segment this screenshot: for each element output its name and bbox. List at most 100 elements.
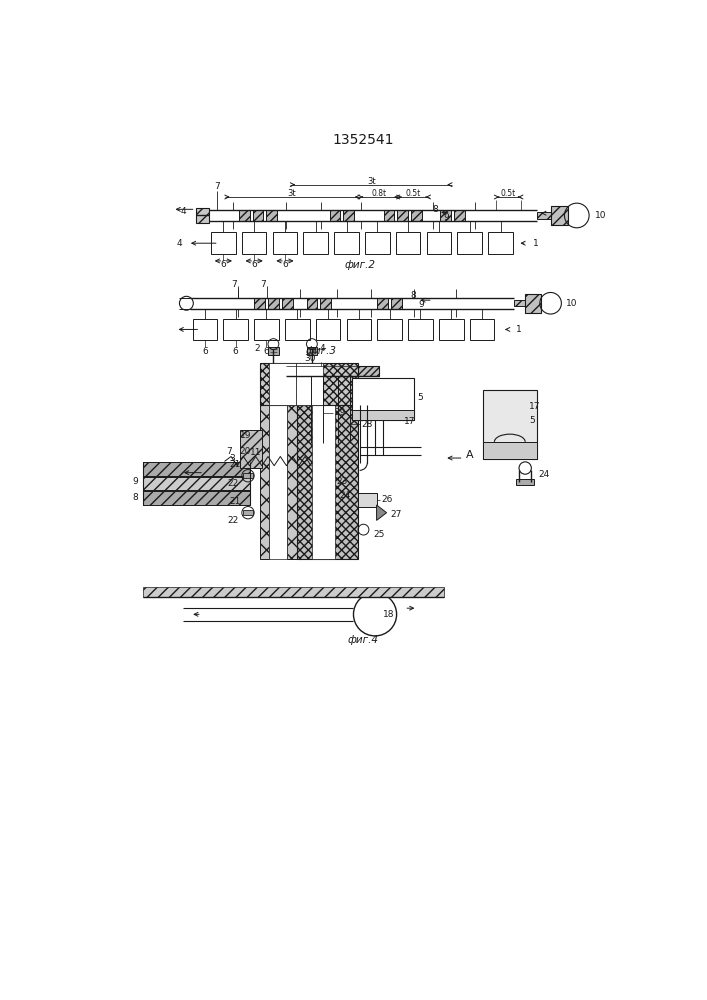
Bar	[282, 298, 293, 309]
Bar	[269, 363, 296, 405]
Bar	[483, 442, 537, 459]
Text: 17: 17	[529, 402, 541, 411]
Text: 0.5t: 0.5t	[406, 189, 421, 198]
Bar	[252, 210, 264, 221]
Text: фиг.4: фиг.4	[348, 635, 379, 645]
Bar	[344, 210, 354, 221]
Text: 3t: 3t	[367, 177, 375, 186]
Text: 9: 9	[419, 300, 424, 309]
Text: 6: 6	[282, 260, 288, 269]
Text: 23: 23	[337, 477, 348, 486]
Bar	[239, 210, 250, 221]
Bar	[426, 232, 451, 254]
Bar	[143, 477, 250, 490]
Bar	[143, 462, 250, 476]
Bar	[286, 366, 379, 376]
Bar	[254, 298, 265, 309]
Bar	[223, 319, 248, 340]
Text: 4: 4	[181, 207, 187, 216]
Text: 7: 7	[231, 280, 237, 289]
Text: 4: 4	[176, 239, 182, 248]
Bar	[516, 479, 534, 485]
Text: 1352541: 1352541	[332, 133, 394, 147]
Text: 8: 8	[132, 493, 138, 502]
Bar	[408, 319, 433, 340]
Text: 7: 7	[260, 280, 267, 289]
Bar	[378, 298, 388, 309]
Bar	[365, 232, 390, 254]
Bar	[514, 300, 525, 306]
Text: 29: 29	[334, 408, 346, 417]
Bar	[143, 587, 444, 597]
Text: 21: 21	[230, 497, 241, 506]
Text: 20: 20	[239, 447, 250, 456]
Bar	[303, 232, 328, 254]
Bar	[334, 232, 359, 254]
Bar	[192, 319, 217, 340]
Bar	[254, 319, 279, 340]
Text: 3: 3	[229, 454, 235, 463]
Bar	[268, 347, 279, 355]
Text: 22: 22	[228, 479, 239, 488]
Text: 2: 2	[254, 344, 259, 353]
Bar	[396, 232, 421, 254]
Bar	[243, 510, 253, 515]
Bar	[196, 208, 209, 223]
Bar	[455, 210, 465, 221]
Bar	[243, 473, 253, 478]
Text: 6: 6	[251, 260, 257, 269]
Bar	[211, 232, 235, 254]
Text: 6: 6	[221, 260, 226, 269]
Text: фиг.3: фиг.3	[305, 346, 337, 356]
Text: 22: 22	[228, 516, 239, 525]
Text: 6: 6	[202, 347, 208, 356]
Bar	[358, 493, 378, 507]
Bar	[307, 347, 317, 355]
Bar	[259, 405, 269, 559]
Bar	[307, 298, 317, 309]
Text: 0.5t: 0.5t	[501, 189, 516, 198]
Bar	[397, 210, 408, 221]
Bar	[312, 405, 335, 559]
Text: 8: 8	[432, 205, 438, 214]
Text: 6: 6	[233, 347, 238, 356]
Text: 19: 19	[240, 431, 252, 440]
Bar	[240, 430, 262, 468]
Bar	[537, 212, 551, 219]
Text: A: A	[466, 450, 474, 460]
Bar	[457, 232, 482, 254]
Text: 28: 28	[361, 420, 373, 429]
Text: 7: 7	[214, 182, 220, 191]
Bar	[312, 442, 322, 448]
Text: 8: 8	[411, 291, 416, 300]
Bar	[391, 298, 402, 309]
Bar	[469, 319, 494, 340]
Text: фиг.2: фиг.2	[344, 260, 375, 270]
Bar	[316, 319, 340, 340]
Bar	[320, 298, 331, 309]
Text: 10: 10	[566, 299, 578, 308]
Bar	[378, 319, 402, 340]
Text: 9: 9	[132, 477, 138, 486]
Bar	[268, 298, 279, 309]
Text: 7: 7	[226, 447, 232, 456]
Bar	[267, 210, 277, 221]
Text: 24: 24	[538, 470, 549, 479]
Bar	[259, 363, 358, 405]
Polygon shape	[377, 505, 387, 520]
Bar	[383, 210, 395, 221]
Text: 25: 25	[373, 530, 385, 539]
Text: 6: 6	[264, 347, 269, 356]
Bar	[439, 319, 464, 340]
Text: 1: 1	[516, 325, 522, 334]
Bar	[338, 376, 351, 443]
Bar	[242, 232, 267, 254]
Bar	[273, 232, 297, 254]
Bar	[440, 210, 451, 221]
Text: 10: 10	[595, 211, 606, 220]
Bar	[269, 405, 287, 559]
Text: 17: 17	[404, 417, 416, 426]
Text: 5: 5	[417, 393, 423, 402]
Bar	[411, 210, 422, 221]
Text: 1: 1	[533, 239, 539, 248]
